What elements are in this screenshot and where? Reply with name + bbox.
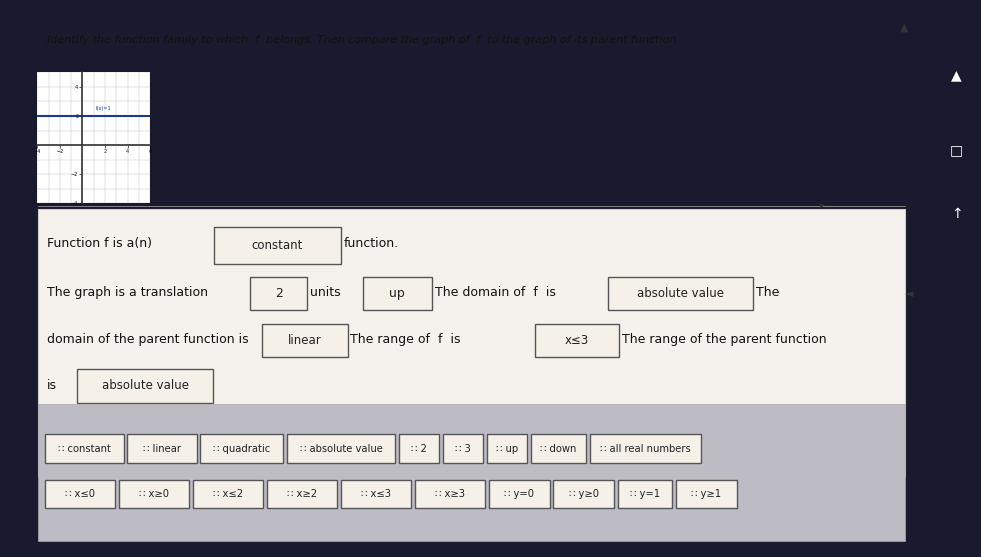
Text: The graph is a translation: The graph is a translation xyxy=(47,286,208,300)
Text: ∷ all real numbers: ∷ all real numbers xyxy=(600,443,691,453)
Text: ▲: ▲ xyxy=(952,69,961,82)
FancyBboxPatch shape xyxy=(608,277,753,310)
Text: The: The xyxy=(756,286,779,300)
Text: ∷ x≤0: ∷ x≤0 xyxy=(66,489,95,499)
Text: ▲: ▲ xyxy=(901,22,908,32)
Text: ∷ x≥3: ∷ x≥3 xyxy=(435,489,465,499)
Text: ∷ x≤2: ∷ x≤2 xyxy=(213,489,243,499)
FancyBboxPatch shape xyxy=(443,434,483,463)
FancyBboxPatch shape xyxy=(487,434,527,463)
Text: ∷ absolute value: ∷ absolute value xyxy=(300,443,383,453)
FancyBboxPatch shape xyxy=(340,480,411,509)
Text: up: up xyxy=(389,287,405,300)
Text: x≤3: x≤3 xyxy=(565,334,590,347)
FancyBboxPatch shape xyxy=(286,434,395,463)
FancyBboxPatch shape xyxy=(45,480,116,509)
Text: absolute value: absolute value xyxy=(637,287,724,300)
FancyBboxPatch shape xyxy=(250,277,307,310)
Text: ∷ y≥1: ∷ y≥1 xyxy=(691,489,721,499)
FancyBboxPatch shape xyxy=(267,480,337,509)
Text: ∷ up: ∷ up xyxy=(495,443,518,453)
Text: function.: function. xyxy=(343,237,398,250)
Text: ∷ linear: ∷ linear xyxy=(143,443,181,453)
Text: ∷ y=0: ∷ y=0 xyxy=(504,489,534,499)
Text: ∷ x≥2: ∷ x≥2 xyxy=(286,489,317,499)
FancyBboxPatch shape xyxy=(553,480,614,509)
FancyBboxPatch shape xyxy=(262,324,348,357)
Text: constant: constant xyxy=(252,238,303,252)
FancyBboxPatch shape xyxy=(535,324,619,357)
Text: f(x)=1: f(x)=1 xyxy=(96,106,112,111)
FancyBboxPatch shape xyxy=(38,209,904,476)
FancyBboxPatch shape xyxy=(399,434,439,463)
Text: The range of  f  is: The range of f is xyxy=(350,334,460,346)
FancyBboxPatch shape xyxy=(193,480,263,509)
Text: Identify the function family to which  f  belongs. Then compare the graph of  f : Identify the function family to which f … xyxy=(47,35,680,45)
FancyBboxPatch shape xyxy=(45,434,124,463)
FancyBboxPatch shape xyxy=(119,480,189,509)
Text: 2: 2 xyxy=(275,287,283,300)
FancyBboxPatch shape xyxy=(676,480,737,509)
Text: ↑: ↑ xyxy=(951,207,962,221)
FancyBboxPatch shape xyxy=(200,434,284,463)
Text: ∷ x≥0: ∷ x≥0 xyxy=(139,489,169,499)
FancyBboxPatch shape xyxy=(415,480,485,509)
Text: ∷ constant: ∷ constant xyxy=(58,443,111,453)
Text: ∷ quadratic: ∷ quadratic xyxy=(213,443,271,453)
FancyBboxPatch shape xyxy=(38,404,904,540)
Text: ∷ x≤3: ∷ x≤3 xyxy=(361,489,390,499)
Text: domain of the parent function is: domain of the parent function is xyxy=(47,334,248,346)
Text: absolute value: absolute value xyxy=(102,379,188,393)
Text: linear: linear xyxy=(288,334,322,347)
Text: The domain of  f  is: The domain of f is xyxy=(435,286,555,300)
FancyBboxPatch shape xyxy=(531,434,587,463)
Text: is: is xyxy=(47,379,57,392)
Text: ◄: ◄ xyxy=(904,290,913,300)
Text: ▸: ▸ xyxy=(820,199,825,209)
Text: ∷ down: ∷ down xyxy=(541,443,577,453)
Text: □: □ xyxy=(950,143,963,157)
FancyBboxPatch shape xyxy=(489,480,549,509)
FancyBboxPatch shape xyxy=(214,227,340,263)
Text: ∷ y=1: ∷ y=1 xyxy=(630,489,660,499)
FancyBboxPatch shape xyxy=(590,434,701,463)
FancyBboxPatch shape xyxy=(363,277,432,310)
FancyBboxPatch shape xyxy=(618,480,672,509)
FancyBboxPatch shape xyxy=(77,369,213,403)
Text: ∷ y≥0: ∷ y≥0 xyxy=(569,489,598,499)
Text: ∷ 3: ∷ 3 xyxy=(455,443,471,453)
Text: The range of the parent function: The range of the parent function xyxy=(622,334,826,346)
Text: units: units xyxy=(310,286,340,300)
FancyBboxPatch shape xyxy=(128,434,196,463)
Text: ∷ 2: ∷ 2 xyxy=(411,443,427,453)
Text: Function f is a(n): Function f is a(n) xyxy=(47,237,152,250)
